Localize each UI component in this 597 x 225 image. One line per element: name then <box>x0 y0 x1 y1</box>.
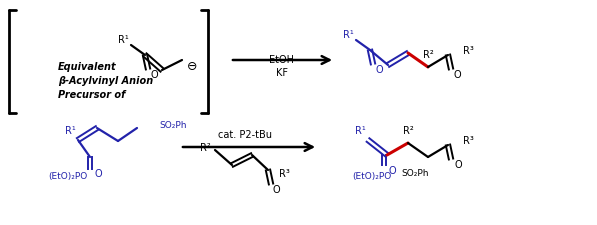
Text: R¹: R¹ <box>118 35 128 45</box>
Text: R³: R³ <box>279 169 290 179</box>
Text: SO₂Ph: SO₂Ph <box>401 169 429 178</box>
Text: (EtO)₂PO: (EtO)₂PO <box>352 173 392 182</box>
Text: O: O <box>453 70 461 80</box>
Text: R³: R³ <box>463 136 473 146</box>
Text: β-Acylvinyl Anion: β-Acylvinyl Anion <box>58 76 153 86</box>
Text: O: O <box>388 166 396 176</box>
Text: O: O <box>454 160 462 170</box>
Text: ⊖: ⊖ <box>187 59 197 72</box>
Text: O: O <box>375 65 383 75</box>
Text: O: O <box>272 185 280 195</box>
Text: EtOH: EtOH <box>269 55 294 65</box>
Text: SO₂Ph: SO₂Ph <box>159 122 186 130</box>
Text: O: O <box>150 70 158 80</box>
Text: (EtO)₂PO: (EtO)₂PO <box>48 173 88 182</box>
Text: Equivalent: Equivalent <box>58 62 116 72</box>
Text: R¹: R¹ <box>64 126 75 136</box>
Text: R³: R³ <box>463 46 473 56</box>
Text: KF: KF <box>276 68 288 78</box>
Text: R¹: R¹ <box>355 126 365 136</box>
Text: R²: R² <box>199 143 210 153</box>
Text: R²: R² <box>423 50 433 60</box>
Text: Precursor of: Precursor of <box>58 90 125 100</box>
Text: R²: R² <box>402 126 413 136</box>
Text: O: O <box>94 169 102 179</box>
Text: R¹: R¹ <box>343 30 353 40</box>
Text: cat. P2-tBu: cat. P2-tBu <box>218 130 272 140</box>
